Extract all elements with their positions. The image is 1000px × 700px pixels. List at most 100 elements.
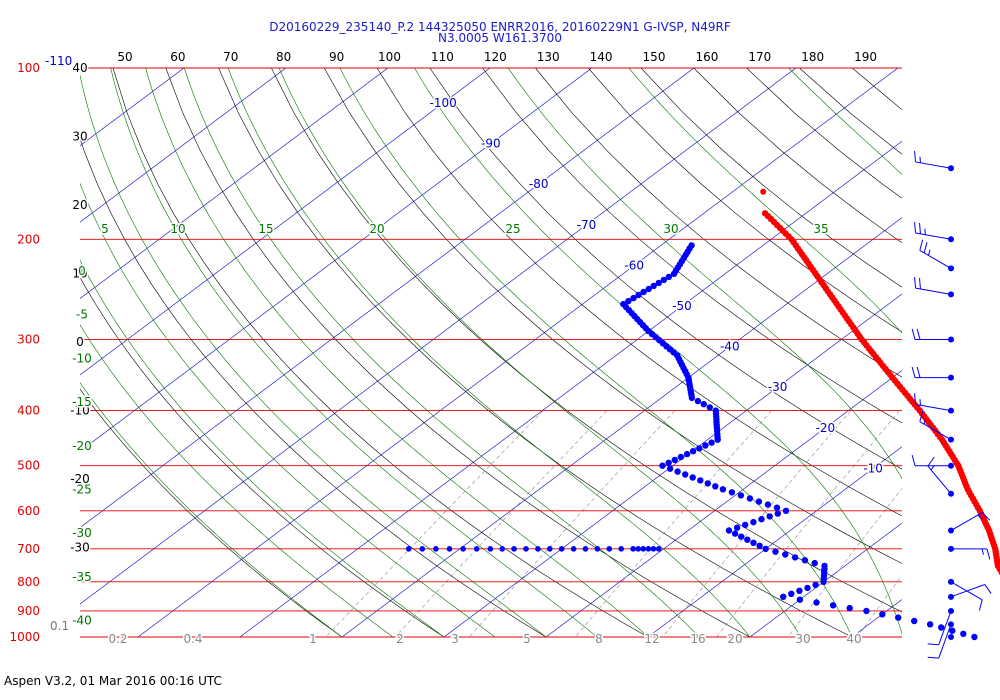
dewpoint-profile-point	[829, 602, 837, 609]
dewpoint-profile-point	[772, 548, 779, 555]
moist-adiabat-line	[80, 259, 445, 637]
dry-adiabat-label: 20	[72, 198, 87, 212]
wind-barb-flag	[927, 656, 939, 659]
moist-adiabat-label: 35	[813, 222, 828, 236]
isotherm-label: -40	[720, 340, 740, 354]
wind-barb-flag	[919, 410, 924, 422]
dewpoint-profile-point	[813, 599, 820, 606]
top-axis-tick-label: 110	[431, 50, 454, 64]
moist-adiabat-left-label: -10	[72, 351, 92, 365]
dewpoint-profile-point	[674, 468, 681, 475]
dewpoint-outlier-point	[446, 546, 453, 552]
mixing-ratio-label: 1	[309, 632, 317, 646]
dry-adiabat-line	[482, 68, 902, 424]
dewpoint-profile-point	[694, 397, 702, 405]
wind-barb	[927, 607, 954, 646]
corner-label-top-left: -110	[45, 54, 72, 68]
mixing-ratio-labels: 0.2 0.4 1 2 3 5 8 12 16 20 30 40	[107, 631, 863, 648]
moist-adiabat-label: 10	[170, 222, 185, 236]
pressure-tick-label: 100	[17, 61, 40, 75]
top-axis-tick-label: 100	[378, 50, 401, 64]
corner-label-bottom-left: 0.1	[50, 619, 69, 633]
moist-adiabat-left-label: -20	[72, 439, 92, 453]
moist-adiabat-left-label: -15	[72, 395, 92, 409]
mixing-ratio-line	[856, 574, 902, 637]
wind-barb-station	[948, 634, 954, 640]
dewpoint-profile	[620, 242, 978, 641]
moist-adiabat-left-label: -30	[72, 526, 92, 540]
dewpoint-profile-point	[671, 456, 678, 464]
wind-barbs	[911, 150, 992, 659]
dewpoint-profile-point	[700, 401, 707, 408]
temperature-outlier-point	[760, 188, 767, 195]
dewpoint-outlier-point	[606, 546, 613, 552]
wind-barb-flag	[977, 514, 983, 520]
dewpoint-profile-point	[665, 273, 673, 281]
pressure-axis: 100 200 300 400 500 600 700 800 900 1000	[9, 61, 40, 644]
dewpoint-profile-point	[971, 633, 978, 641]
wind-barb-flag	[914, 277, 917, 289]
top-axis-tick-label: 90	[329, 50, 344, 64]
isotherm-line	[647, 446, 902, 637]
pressure-tick-label: 400	[17, 404, 40, 418]
dewpoint-profile-point	[630, 294, 637, 302]
dewpoint-profile-point	[706, 404, 713, 411]
dry-adiabat-line	[693, 68, 902, 244]
moist-adiabat-label: 25	[505, 222, 520, 236]
mixing-ratio-label: 12	[644, 632, 659, 646]
dry-adiabat-line	[165, 68, 751, 637]
dewpoint-profile-point	[804, 584, 811, 592]
isotherm-label: -20	[816, 421, 836, 435]
dewpoint-outlier-point	[645, 546, 652, 552]
dewpoint-profile-point	[660, 276, 668, 284]
dewpoint-profile-point	[846, 604, 853, 612]
dewpoint-profile-point	[708, 439, 715, 446]
dry-adiabat-line	[535, 68, 902, 378]
isotherm-line	[80, 68, 287, 223]
moist-adiabat-line	[184, 68, 700, 637]
dewpoint-profile-point	[782, 507, 790, 514]
wind-barb-flag	[930, 464, 935, 471]
moist-adiabat-left-label: -25	[72, 483, 92, 497]
dry-adiabat-line	[80, 137, 547, 637]
wind-barb-flag	[919, 399, 921, 406]
chart-title-line2: N3.0005 W161.3700	[438, 31, 562, 45]
mixing-ratio-label: 30	[795, 632, 810, 646]
wind-barb-flag	[978, 599, 983, 611]
mixing-ratio-label: 0.2	[108, 632, 127, 646]
isotherm-label: -10	[863, 461, 883, 475]
moist-adiabat-line	[80, 324, 394, 637]
dewpoint-profile-point	[635, 291, 642, 299]
moist-adiabat-label: 20	[369, 222, 384, 236]
dewpoint-outlier-point	[535, 546, 541, 552]
dewpoint-profile-point	[683, 450, 691, 458]
moist-adiabat-line	[628, 68, 902, 334]
dry-adiabat-label: -20	[70, 472, 90, 486]
dry-adiabat-label: 0	[76, 335, 84, 349]
wind-barb-staff	[938, 624, 952, 659]
dewpoint-profile-point	[773, 504, 781, 511]
dry-adiabat-line	[271, 68, 902, 613]
dewpoint-profile-point	[670, 270, 678, 277]
moist-adiabat-line	[507, 68, 902, 480]
wind-barb-flag	[927, 643, 939, 646]
moist-adiabat-left-label: -5	[76, 308, 88, 322]
dewpoint-profile-point	[640, 288, 647, 296]
top-axis-tick-label: 120	[484, 50, 507, 64]
dewpoint-profile-point	[780, 593, 787, 600]
dry-adiabat-label: 40	[72, 61, 87, 75]
dewpoint-profile-point	[911, 617, 918, 625]
wind-barb-flag	[914, 150, 917, 162]
moist-adiabat-left-label: -35	[72, 570, 92, 584]
moist-adiabat-line	[227, 68, 751, 637]
wind-barb-flag	[923, 242, 928, 254]
moist-adiabat-label: 30	[663, 222, 678, 236]
dewpoint-profile-point	[645, 285, 652, 293]
mixing-ratio-label: 0.4	[183, 632, 202, 646]
wind-barb	[914, 393, 954, 414]
wind-barb	[948, 584, 992, 600]
dewpoint-outlier-point	[640, 546, 647, 552]
moist-adiabat-label: 5	[101, 222, 109, 236]
